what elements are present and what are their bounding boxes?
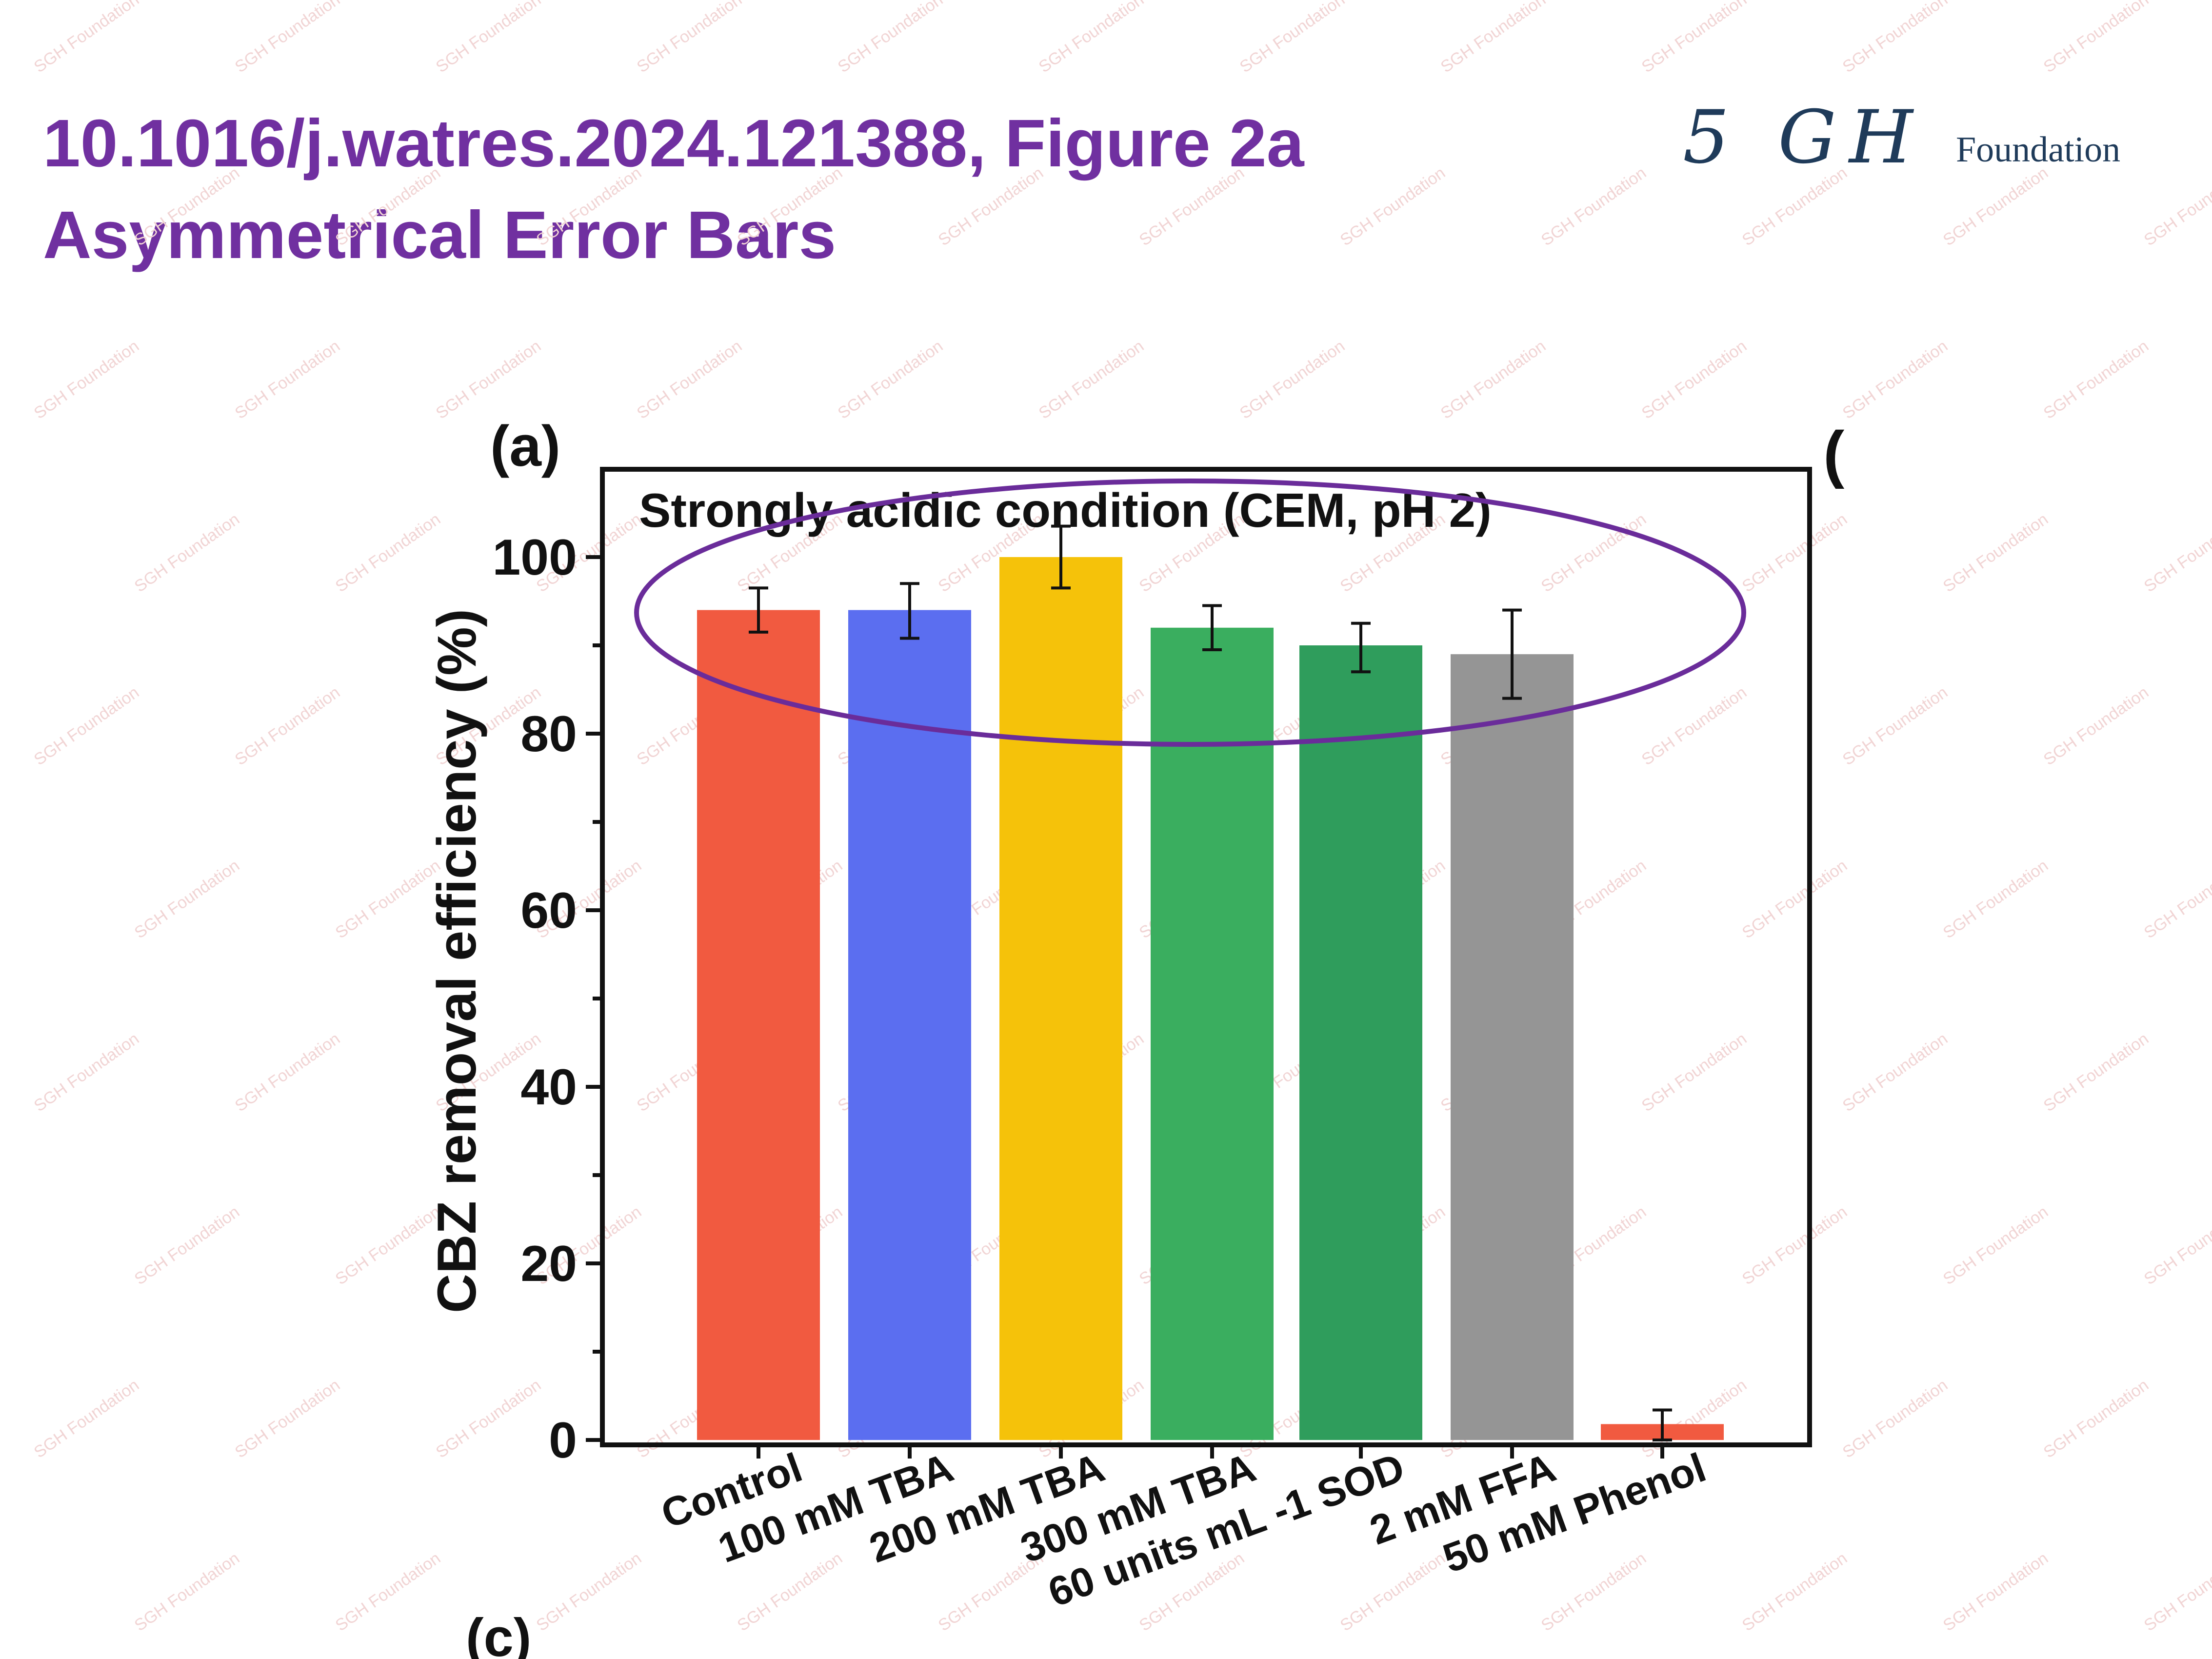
bar xyxy=(1151,627,1274,1440)
error-bar xyxy=(1351,621,1371,674)
bar xyxy=(1299,645,1422,1440)
logo-text: Foundation xyxy=(1956,130,2121,170)
bar xyxy=(848,610,971,1440)
panel-label: (a) xyxy=(490,414,560,479)
y-tick-label: 60 xyxy=(520,882,577,939)
slide-title: 10.1016/j.watres.2024.121388, Figure 2a … xyxy=(43,98,1304,281)
y-tick-label: 0 xyxy=(549,1412,577,1469)
y-axis-label: CBZ removal efficiency (%) xyxy=(426,609,487,1313)
bar xyxy=(999,557,1122,1440)
plot-frame xyxy=(600,467,1812,1447)
y-axis-ticks: 0 20 40 60 80 100 xyxy=(492,529,602,1469)
error-bar xyxy=(1502,608,1522,700)
lower-panel-label: (c) xyxy=(466,1608,531,1659)
logo-mark: 5 GH xyxy=(1683,95,1926,180)
error-bar xyxy=(749,586,768,634)
next-panel-label: ( xyxy=(1823,418,1845,489)
bar xyxy=(697,610,820,1440)
highlight-ellipse xyxy=(634,479,1746,747)
error-bar xyxy=(900,582,919,640)
slide-title-line-2: Asymmetrical Error Bars xyxy=(43,198,837,273)
error-bar-group xyxy=(749,524,1672,1441)
bar-group xyxy=(697,557,1724,1440)
y-tick-label: 100 xyxy=(492,529,577,586)
bar xyxy=(1451,654,1574,1440)
y-tick-label: 40 xyxy=(520,1059,577,1116)
slide-title-line-1: 10.1016/j.watres.2024.121388, Figure 2a xyxy=(43,106,1304,181)
y-tick-label: 80 xyxy=(520,706,577,762)
error-bar xyxy=(1202,604,1222,652)
error-bar xyxy=(1653,1408,1672,1441)
chart-title: Strongly acidic condition (CEM, pH 2) xyxy=(639,483,1492,537)
y-tick-label: 20 xyxy=(520,1236,577,1292)
foundation-logo: 5 GH Foundation xyxy=(1683,95,2146,193)
error-bar xyxy=(1051,524,1071,590)
